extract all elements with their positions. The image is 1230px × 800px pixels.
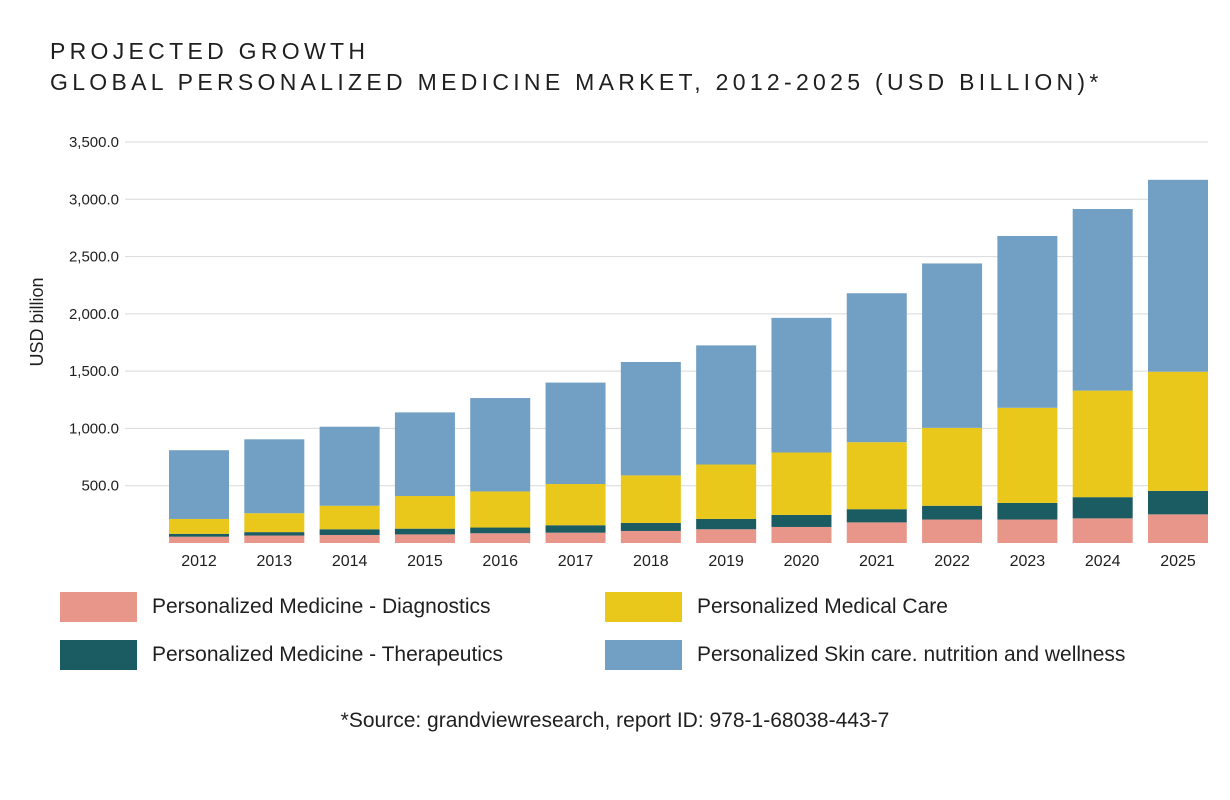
bar-segment	[997, 502, 1058, 520]
bar-segment	[771, 526, 832, 543]
bar-segment	[470, 491, 531, 528]
y-tick-label: 2,500.0	[69, 249, 119, 266]
bar-segment	[771, 452, 832, 515]
bar-segment	[1072, 209, 1133, 391]
bar-segment	[620, 530, 681, 543]
bar-segment	[470, 527, 531, 534]
chart-title: PROJECTED GROWTH GLOBAL PERSONALIZED MED…	[50, 36, 1103, 98]
bar-segment	[846, 293, 907, 443]
x-tick-label: 2023	[1010, 553, 1046, 570]
legend-swatch	[60, 640, 137, 670]
legend-item: Personalized Skin care. nutrition and we…	[605, 640, 1125, 670]
bar-segment	[319, 426, 380, 506]
bar-segment	[1148, 514, 1208, 543]
bar-segment	[771, 317, 832, 453]
legend-item: Personalized Medicine - Diagnostics	[60, 592, 491, 622]
bar-segment	[771, 514, 832, 527]
bar-segment	[169, 518, 229, 534]
bar-segment	[696, 518, 757, 530]
bar-segment	[545, 525, 606, 533]
bar-segment	[846, 509, 907, 523]
bar-segment	[169, 533, 229, 537]
x-tick-label: 2022	[934, 553, 970, 570]
x-tick-label: 2013	[257, 553, 293, 570]
x-tick-label: 2012	[181, 553, 217, 570]
y-tick-label: 2,000.0	[69, 306, 119, 323]
bar-segment	[846, 522, 907, 543]
bar-segment	[244, 439, 305, 514]
title-line-2: GLOBAL PERSONALIZED MEDICINE MARKET, 201…	[50, 69, 1103, 95]
bar-segment	[244, 513, 305, 533]
y-axis-label: USD billion	[27, 277, 47, 366]
bar-segment	[997, 235, 1058, 408]
x-tick-label: 2024	[1085, 553, 1121, 570]
bar-segment	[470, 533, 531, 543]
bar-segment	[696, 345, 757, 465]
legend-item: Personalized Medicine - Therapeutics	[60, 640, 503, 670]
x-tick-label: 2016	[482, 553, 518, 570]
bar-segment	[394, 534, 455, 543]
source-note: *Source: grandviewresearch, report ID: 9…	[340, 709, 890, 732]
bar-segment	[319, 505, 380, 530]
bar-segment	[319, 534, 380, 543]
y-tick-label: 3,000.0	[69, 191, 119, 208]
bar-segment	[922, 519, 983, 543]
y-tick-label: 1,000.0	[69, 420, 119, 437]
bar-segment	[922, 427, 983, 506]
bar-segment	[394, 496, 455, 529]
bar-segment	[394, 412, 455, 497]
bar-segment	[244, 535, 305, 543]
y-tick-label: 1,500.0	[69, 363, 119, 380]
x-tick-label: 2017	[558, 553, 594, 570]
legend-item: Personalized Medical Care	[605, 592, 948, 622]
legend-label: Personalized Medicine - Diagnostics	[152, 595, 491, 618]
bar-segment	[620, 361, 681, 476]
bar-segment	[997, 519, 1058, 543]
x-tick-label: 2019	[708, 553, 744, 570]
legend-swatch	[605, 640, 682, 670]
bar-segment	[545, 483, 606, 526]
bar-segment	[319, 529, 380, 535]
bar-segment	[1072, 390, 1133, 498]
x-tick-label: 2015	[407, 553, 443, 570]
bar-segment	[169, 536, 229, 543]
bar-segment	[244, 532, 305, 536]
legend-label: Personalized Skin care. nutrition and we…	[697, 643, 1126, 666]
bar-segment	[620, 475, 681, 523]
bar-segment	[696, 464, 757, 519]
legend-label: Personalized Medical Care	[697, 595, 948, 618]
bar-segment	[1072, 497, 1133, 519]
bar-segment	[1148, 371, 1208, 491]
bar-segment	[545, 532, 606, 543]
x-tick-label: 2021	[859, 553, 895, 570]
bar-segment	[1148, 490, 1208, 515]
legend-swatch	[605, 592, 682, 622]
bar-segment	[470, 398, 531, 492]
bar-segment	[620, 522, 681, 531]
bar-segment	[922, 505, 983, 520]
bar-segment	[545, 382, 606, 484]
title-line-1: PROJECTED GROWTH	[50, 38, 370, 64]
bar-segment	[922, 263, 983, 428]
bar-segment	[169, 450, 229, 519]
bar-segment	[846, 442, 907, 510]
x-tick-label: 2018	[633, 553, 669, 570]
x-tick-label: 2025	[1160, 553, 1196, 570]
bar-segment	[1072, 518, 1133, 543]
bar-segment	[394, 528, 455, 535]
bar-segment	[997, 407, 1058, 503]
bar-segment	[696, 529, 757, 543]
y-tick-label: 3,500.0	[69, 134, 119, 151]
legend-label: Personalized Medicine - Therapeutics	[152, 643, 503, 666]
x-tick-label: 2014	[332, 553, 368, 570]
y-tick-label: 500.0	[81, 478, 119, 495]
x-tick-label: 2020	[784, 553, 820, 570]
bar-segment	[1148, 179, 1208, 372]
legend-swatch	[60, 592, 137, 622]
